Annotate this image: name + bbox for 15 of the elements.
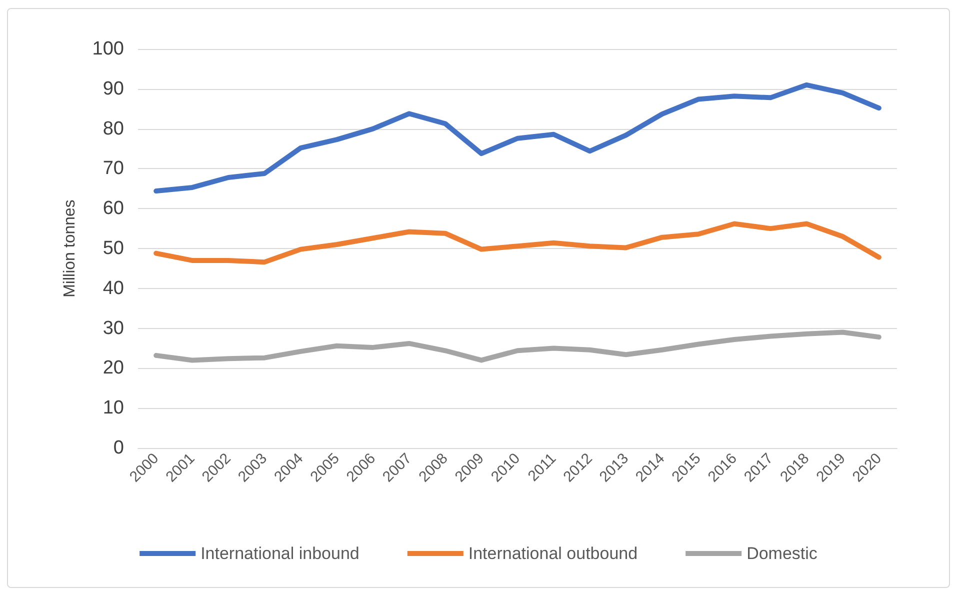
- y-tick-label: 100: [92, 38, 124, 60]
- legend-label: Domestic: [746, 544, 818, 563]
- legend-label: International outbound: [468, 544, 638, 563]
- y-tick-label: 10: [102, 398, 124, 419]
- y-tick-label: 80: [102, 118, 124, 140]
- y-axis-title: Million tonnes: [62, 200, 78, 298]
- y-tick-label: 90: [102, 78, 124, 100]
- legend-label: International inbound: [200, 544, 360, 563]
- y-tick-label: 50: [102, 238, 124, 259]
- y-tick-label: 30: [102, 318, 124, 339]
- y-tick-label: 70: [102, 158, 124, 180]
- y-tick-label: 40: [102, 278, 124, 299]
- y-tick-label: 60: [102, 198, 124, 220]
- y-tick-label: 20: [102, 358, 124, 379]
- y-tick-label: 0: [113, 438, 124, 458]
